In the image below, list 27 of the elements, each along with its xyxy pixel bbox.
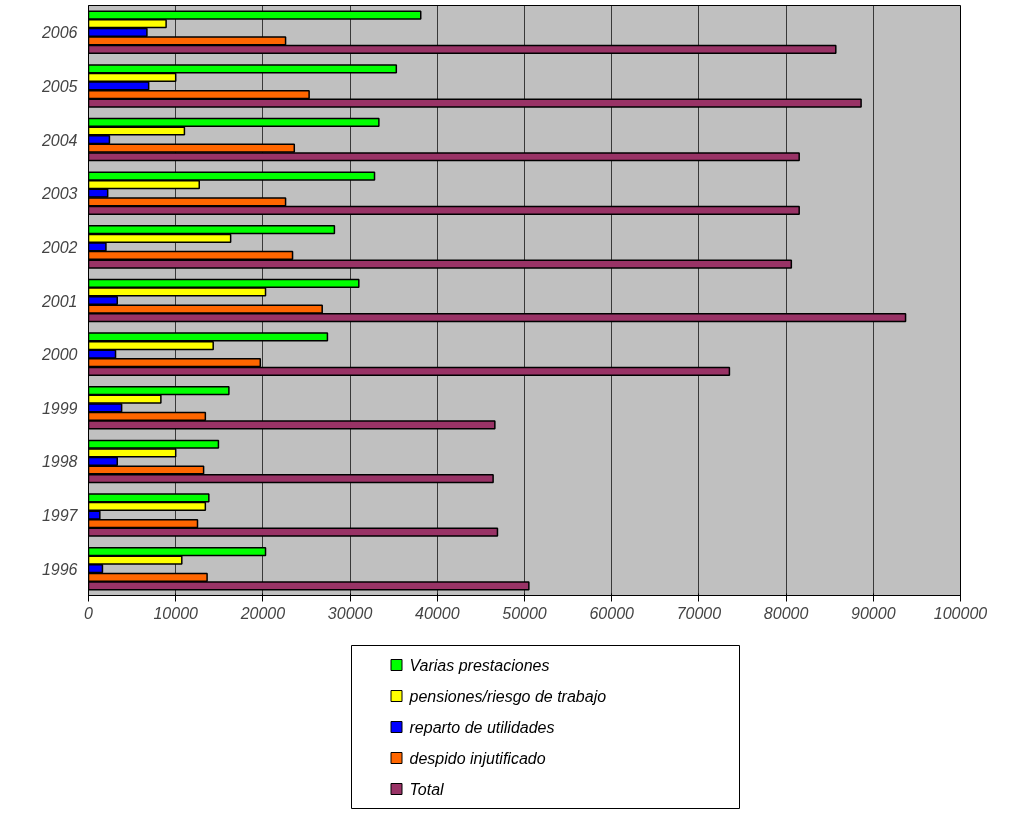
y-tick-label: 2000 bbox=[40, 346, 78, 364]
y-tick-label: 2002 bbox=[40, 238, 78, 256]
legend-label: pensiones/riesgo de trabajo bbox=[408, 687, 607, 705]
y-tick-label: 2001 bbox=[40, 292, 78, 310]
legend-label: Varias prestaciones bbox=[409, 656, 550, 674]
x-tick-label: 90000 bbox=[851, 604, 896, 622]
y-tick-label: 2006 bbox=[40, 24, 78, 42]
x-tick-label: 100000 bbox=[933, 604, 988, 622]
legend-label: Total bbox=[409, 780, 445, 798]
y-tick-label: 1998 bbox=[41, 453, 78, 471]
y-tick-label: 2003 bbox=[40, 185, 78, 203]
y-tick-label: 1997 bbox=[41, 507, 79, 525]
x-tick-label: 40000 bbox=[415, 604, 460, 622]
x-tick-label: 10000 bbox=[153, 604, 199, 622]
y-tick-label: 1999 bbox=[41, 399, 78, 417]
y-tick-label: 2004 bbox=[40, 131, 78, 149]
y-tick-label: 1996 bbox=[41, 560, 78, 578]
legend-label: despido injutificado bbox=[409, 749, 546, 767]
x-tick-label: 70000 bbox=[676, 604, 722, 622]
x-tick-label: 80000 bbox=[763, 604, 809, 622]
x-tick-label: 20000 bbox=[239, 604, 286, 622]
x-tick-label: 60000 bbox=[589, 604, 635, 622]
legend-label: reparto de utilidades bbox=[409, 718, 555, 736]
x-tick-label: 50000 bbox=[502, 604, 547, 622]
y-tick-label: 2005 bbox=[40, 77, 78, 95]
x-tick-label: 30000 bbox=[327, 604, 373, 622]
x-tick-label: 0 bbox=[84, 604, 94, 622]
